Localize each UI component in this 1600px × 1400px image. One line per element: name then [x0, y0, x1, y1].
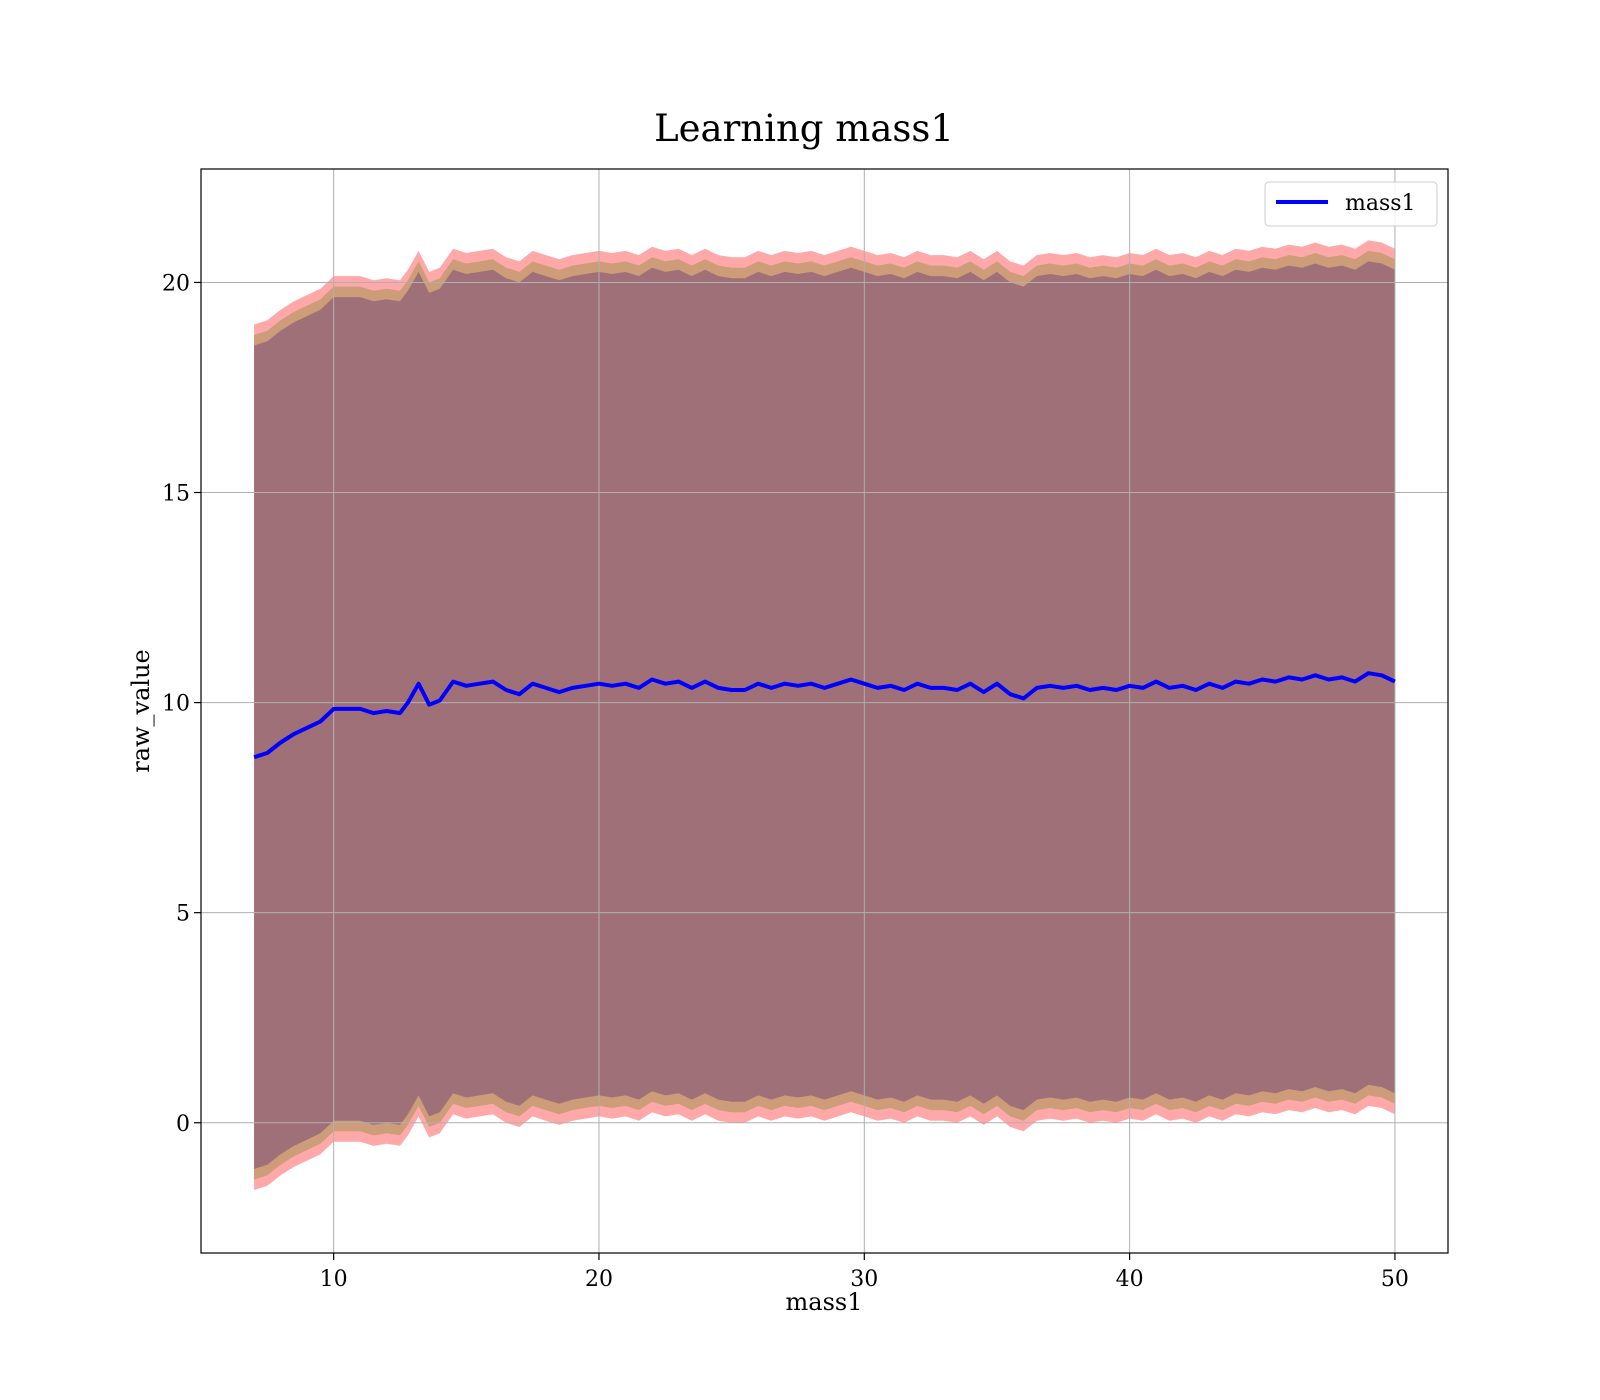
y-tick-label: 20: [162, 271, 190, 296]
series-layer: [253, 671, 1396, 760]
x-tick-label: 20: [585, 1267, 613, 1292]
x-tick-label: 50: [1381, 1267, 1409, 1292]
series-line-mass1: [253, 671, 1396, 760]
y-tick-label: 10: [162, 692, 190, 717]
x-tick-label: 30: [850, 1267, 878, 1292]
y-tick-label: 15: [162, 482, 190, 507]
legend-label-mass1: mass1: [1345, 191, 1416, 216]
grid-lines: [201, 169, 1448, 1253]
x-axis-ticks: 10 20 30 40 50: [320, 1253, 1409, 1292]
confidence-bands: [254, 240, 1395, 1190]
x-tick-label: 40: [1116, 1267, 1144, 1292]
y-axis-ticks: 0 5 10 15 20: [162, 271, 201, 1137]
plot-area-frame: [200, 168, 1449, 1254]
y-axis-label: raw_value: [127, 649, 155, 773]
x-tick-label: 10: [320, 1267, 348, 1292]
legend: mass1: [1264, 181, 1438, 227]
band-inner: [254, 261, 1395, 1169]
chart-title: Learning mass1: [654, 107, 954, 150]
x-axis-label: mass1: [786, 1288, 863, 1316]
y-tick-label: 5: [176, 902, 190, 927]
legend-box: [1264, 181, 1438, 227]
y-tick-label: 0: [176, 1112, 190, 1137]
